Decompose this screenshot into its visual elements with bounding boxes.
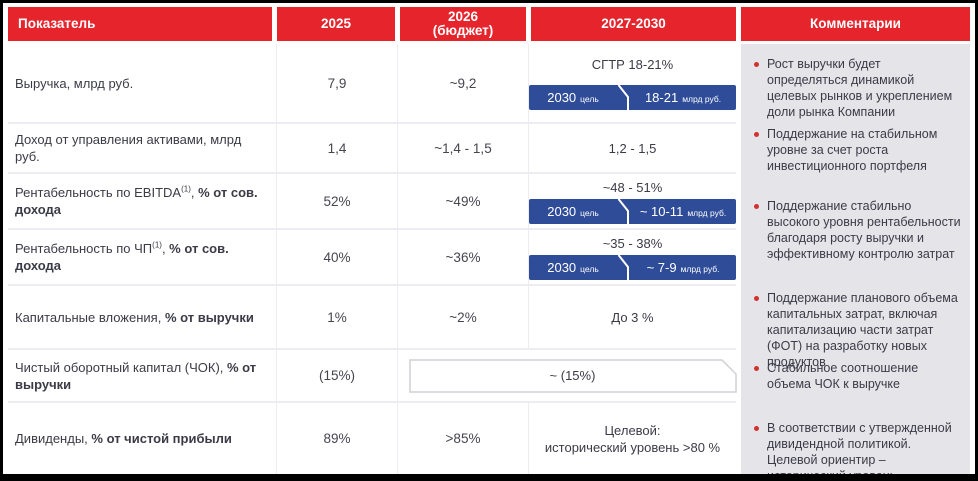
value-2025: 89% bbox=[276, 403, 397, 474]
indicator-label: Доход от управления активами, млрд руб. bbox=[15, 132, 242, 164]
comment-item: Рост выручки будет определяться динамико… bbox=[754, 56, 963, 120]
value-2026: >85% bbox=[397, 403, 528, 474]
target-2030-badge: 2030 цель 18-21 млрд руб. bbox=[529, 85, 736, 110]
table-row-nwc: Чистый оборотный капитал (ЧОК), % от выр… bbox=[8, 348, 737, 401]
comment-item: Поддержание планового объема капитальных… bbox=[754, 290, 963, 370]
bullet-icon bbox=[754, 366, 759, 371]
table-row-dividends: Дивиденды, % от чистой прибыли 89% >85% … bbox=[8, 401, 736, 474]
value-2027-2030: 1,2 - 1,5 bbox=[528, 124, 736, 172]
value-2026: ~2% bbox=[397, 286, 528, 348]
bullet-icon bbox=[754, 132, 759, 137]
target-range-box: ~ (15%) bbox=[409, 358, 737, 393]
value-2026-2030-span: ~ (15%) bbox=[397, 350, 737, 401]
value-2026: ~1,4 - 1,5 bbox=[397, 124, 528, 172]
header-2026-budget: 2026 (бюджет) bbox=[400, 7, 526, 41]
slide-content: Показатель 2025 2026 (бюджет) 2027-2030 … bbox=[8, 7, 970, 474]
indicator-label: Выручка, млрд руб. bbox=[15, 75, 134, 91]
bullet-icon bbox=[754, 204, 759, 209]
value-2025: 40% bbox=[276, 230, 397, 284]
target-2030-badge: 2030 цель ~ 7-9 млрд руб. bbox=[529, 255, 736, 280]
bullet-icon bbox=[754, 426, 759, 431]
header-indicator: Показатель bbox=[8, 7, 272, 41]
comment-item: В соответствии с утвержденной дивидендно… bbox=[754, 420, 963, 474]
table-row-capex: Капитальные вложения, % от выручки 1% ~2… bbox=[8, 284, 736, 348]
value-2027-2030: ~35 - 38% 2030 цель ~ 7-9 млрд руб. bbox=[528, 230, 736, 284]
badge-year: 2030 цель bbox=[547, 204, 599, 219]
table-row-net-profit-margin: Рентабельность по ЧП(1), % от сов. доход… bbox=[8, 228, 736, 284]
header-2025: 2025 bbox=[277, 7, 395, 41]
indicator-label: Рентабельность по ЧП(1), % от сов. доход… bbox=[15, 240, 229, 273]
indicator-label: Капитальные вложения, % от выручки bbox=[15, 309, 254, 325]
comment-item: Поддержание стабильно высокого уровня ре… bbox=[754, 198, 963, 262]
chevron-divider-icon bbox=[617, 85, 629, 110]
range-text: До 3 % bbox=[611, 309, 654, 325]
value-2027-2030: ~48 - 51% 2030 цель ~ 10-11 млрд руб. bbox=[528, 174, 736, 228]
comments-column: Рост выручки будет определяться динамико… bbox=[741, 44, 970, 474]
comment-item: Стабильное соотношение объема ЧОК к выру… bbox=[754, 360, 963, 392]
value-2027-2030: Целевой: исторический уровень >80 % bbox=[528, 403, 736, 474]
badge-year: 2030 цель bbox=[547, 260, 599, 275]
indicator-label: Дивиденды, % от чистой прибыли bbox=[15, 431, 232, 446]
comment-item: Поддержание на стабильном уровне за счет… bbox=[754, 126, 963, 174]
value-2025: 1,4 bbox=[276, 124, 397, 172]
value-2025: 1% bbox=[276, 286, 397, 348]
range-text: СГТР 18-21% bbox=[591, 57, 674, 72]
header-2026-line2: (бюджет) bbox=[432, 23, 494, 38]
badge-year: 2030 цель bbox=[547, 90, 599, 105]
range-line1: Целевой: bbox=[604, 422, 661, 438]
range-text: 1,2 - 1,5 bbox=[608, 140, 657, 156]
table-header-row: Показатель 2025 2026 (бюджет) 2027-2030 … bbox=[8, 7, 970, 41]
target-2030-badge: 2030 цель ~ 10-11 млрд руб. bbox=[529, 199, 736, 224]
value-2026: ~49% bbox=[397, 174, 528, 228]
chevron-divider-icon bbox=[617, 255, 629, 280]
indicator-label: Рентабельность по EBITDA(1), % от сов. д… bbox=[15, 184, 258, 217]
bullet-icon bbox=[754, 296, 759, 301]
range-text: ~35 - 38% bbox=[602, 236, 663, 251]
header-comments: Комментарии bbox=[741, 7, 970, 41]
value-2027-2030: До 3 % bbox=[528, 286, 736, 348]
header-2026-line1: 2026 bbox=[447, 9, 479, 24]
value-2025: 52% bbox=[276, 174, 397, 228]
value-2026: ~9,2 bbox=[397, 44, 528, 122]
value-2025: 7,9 bbox=[276, 44, 397, 122]
table-row-asset-income: Доход от управления активами, млрд руб. … bbox=[8, 122, 736, 172]
range-line2: исторический уровень >80 % bbox=[544, 439, 721, 455]
badge-value: 18-21 млрд руб. bbox=[644, 90, 722, 105]
badge-value: ~ 10-11 млрд руб. bbox=[639, 204, 727, 219]
notched-box-outline bbox=[409, 358, 737, 393]
value-2025: (15%) bbox=[276, 350, 397, 401]
table-body: Выручка, млрд руб. 7,9 ~9,2 СГТР 18-21% … bbox=[8, 44, 970, 474]
range-text: ~48 - 51% bbox=[602, 180, 663, 195]
badge-value: ~ 7-9 млрд руб. bbox=[646, 260, 720, 275]
table-row-ebitda-margin: Рентабельность по EBITDA(1), % от сов. д… bbox=[8, 172, 736, 228]
indicator-table: Выручка, млрд руб. 7,9 ~9,2 СГТР 18-21% … bbox=[8, 44, 737, 474]
bullet-icon bbox=[754, 62, 759, 67]
chevron-divider-icon bbox=[617, 199, 629, 224]
indicator-label: Чистый оборотный капитал (ЧОК), % от выр… bbox=[15, 359, 257, 392]
header-2027-2030: 2027-2030 bbox=[531, 7, 736, 41]
value-2027-2030: СГТР 18-21% 2030 цель 18-21 млрд руб. bbox=[528, 44, 736, 122]
table-row-revenue: Выручка, млрд руб. 7,9 ~9,2 СГТР 18-21% … bbox=[8, 44, 736, 122]
value-2026: ~36% bbox=[397, 230, 528, 284]
